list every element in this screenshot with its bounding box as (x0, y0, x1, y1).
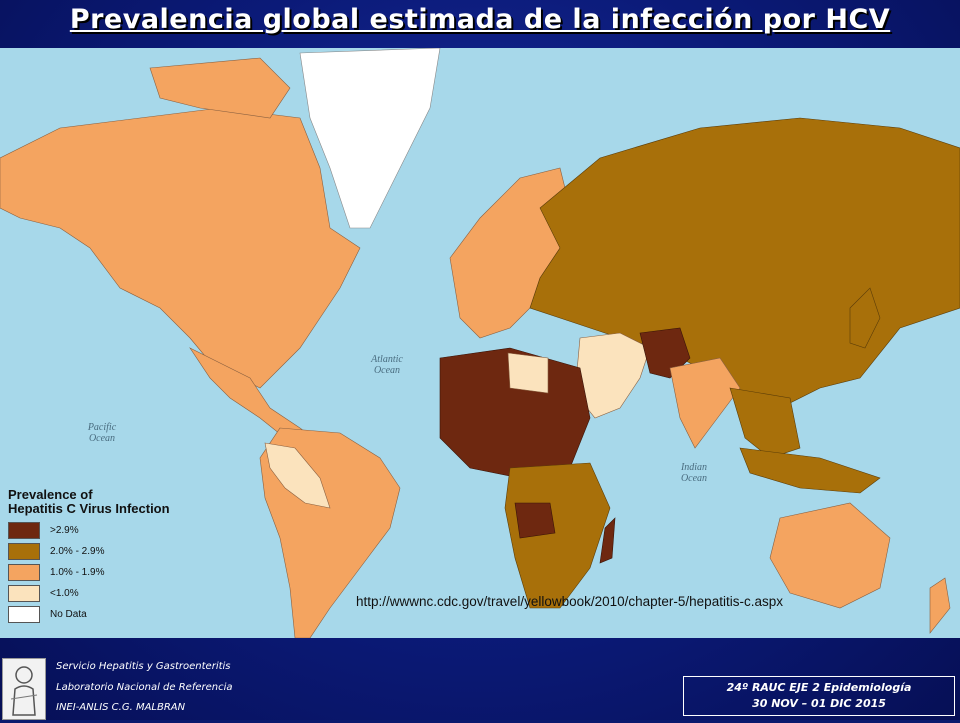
legend-label: No Data (50, 609, 87, 620)
legend-label: 1.0% - 1.9% (50, 567, 105, 578)
pacific-ocean-label: Pacific Ocean (87, 422, 117, 444)
logo-icon (10, 666, 38, 716)
region-peru-bolivia (264, 442, 331, 509)
region-indonesia (739, 447, 881, 494)
region-libya (507, 352, 549, 394)
legend-item-mid: 2.0% - 2.9% (8, 541, 170, 562)
region-india (669, 357, 741, 449)
region-south-africa (504, 462, 611, 609)
source-url[interactable]: http://wwwnc.cdc.gov/travel/yellowbook/2… (356, 594, 783, 609)
region-north-america (0, 107, 361, 389)
region-arctic-islands (149, 57, 291, 119)
region-madagascar (599, 517, 616, 564)
legend-swatch (8, 543, 40, 560)
legend-swatch (8, 564, 40, 581)
indian-ocean-label: Indian Ocean (680, 462, 708, 484)
legend-title-line1: Prevalence of (8, 487, 93, 502)
footer-left: Servicio Hepatitis y Gastroenteritis Lab… (0, 658, 300, 720)
footer-lab: Laboratorio Nacional de Referencia (56, 682, 233, 693)
map-legend: Prevalence of Hepatitis C Virus Infectio… (8, 488, 170, 625)
legend-label: 2.0% - 2.9% (50, 546, 105, 557)
legend-swatch (8, 606, 40, 623)
region-new-zealand (929, 577, 951, 634)
legend-item-nodata: No Data (8, 604, 170, 625)
footer-service: Servicio Hepatitis y Gastroenteritis (56, 661, 231, 672)
slide-title: Prevalencia global estimada de la infecc… (69, 4, 891, 35)
legend-swatch (8, 585, 40, 602)
world-map: Atlantic Ocean Pacific Ocean Indian Ocea… (0, 48, 960, 638)
map-svg (0, 48, 960, 638)
legend-label: <1.0% (50, 588, 79, 599)
region-japan (849, 287, 881, 349)
region-australia (769, 502, 891, 609)
region-central-africa-high (514, 502, 556, 539)
legend-item-lowmid: 1.0% - 1.9% (8, 562, 170, 583)
event-name: 24º RAUC EJE 2 Epidemiología (726, 681, 912, 694)
event-dates: 30 NOV – 01 DIC 2015 (752, 697, 886, 710)
institution-logo (2, 658, 46, 720)
atlantic-ocean-label: Atlantic Ocean (371, 354, 403, 376)
legend-label: >2.9% (50, 525, 79, 536)
event-info-box: 24º RAUC EJE 2 Epidemiología 30 NOV – 01… (683, 676, 955, 716)
legend-item-low: <1.0% (8, 583, 170, 604)
footer-institute: INEI-ANLIS C.G. MALBRAN (56, 702, 186, 713)
legend-swatch (8, 522, 40, 539)
legend-title-line2: Hepatitis C Virus Infection (8, 501, 170, 516)
region-greenland (299, 48, 441, 229)
region-se-asia (729, 387, 801, 459)
legend-item-high: >2.9% (8, 520, 170, 541)
